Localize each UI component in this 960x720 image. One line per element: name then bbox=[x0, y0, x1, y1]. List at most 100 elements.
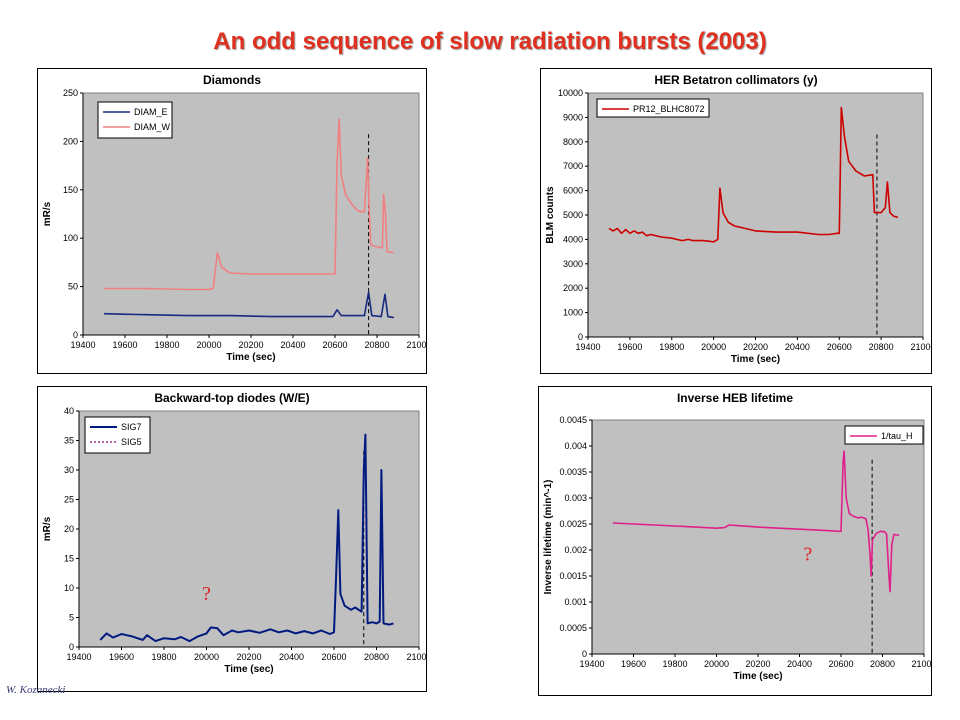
chart-panel-diamonds: Diamonds 0 50 100 150 200 250 19400 19600 19800 20… bbox=[37, 68, 427, 374]
y-tick-label: 2000 bbox=[563, 283, 583, 293]
y-tick-label: 10000 bbox=[558, 88, 583, 98]
chart-her-betatron: HER Betatron collimators (y) 0 1000 2000 300… bbox=[545, 73, 931, 365]
x-tick-label: 20600 bbox=[321, 652, 346, 662]
chart-backward-top: Backward-top diodes (W/E) 0 5 10 15 20 25 30 35 4… bbox=[42, 391, 426, 675]
legend-box bbox=[596, 98, 710, 118]
annotation-question-mark: ? bbox=[202, 583, 211, 605]
legend: PR12_BLHC8072 bbox=[596, 98, 710, 118]
legend-box bbox=[97, 101, 173, 139]
legend-box bbox=[844, 425, 924, 445]
y-axis-label: BLM counts bbox=[545, 186, 556, 244]
y-tick-label: 0.0015 bbox=[559, 571, 587, 581]
x-tick-label: 21000 bbox=[911, 659, 931, 669]
y-tick-label: 0.0035 bbox=[559, 467, 587, 477]
y-axis-label: mR/s bbox=[42, 516, 53, 541]
x-tick-label: 19400 bbox=[66, 652, 91, 662]
y-tick-label: 7000 bbox=[563, 161, 583, 171]
y-tick-label: 50 bbox=[68, 282, 78, 292]
series-line-diam-w bbox=[104, 118, 394, 291]
legend: 1/tau_H bbox=[844, 425, 924, 445]
y-tick-label: 20 bbox=[64, 524, 74, 534]
y-tick-label: 25 bbox=[64, 495, 74, 505]
x-tick-label: 20400 bbox=[787, 659, 812, 669]
x-tick-label: 19400 bbox=[70, 340, 95, 350]
y-tick-label: 4000 bbox=[563, 234, 583, 244]
x-tick-label: 20600 bbox=[322, 340, 347, 350]
x-tick-label: 20600 bbox=[827, 342, 852, 352]
x-tick-label: 20200 bbox=[745, 659, 770, 669]
y-tick-label: 3000 bbox=[563, 259, 583, 269]
x-tick-label: 20000 bbox=[701, 342, 726, 352]
annotation-question-mark: ? bbox=[803, 543, 812, 565]
legend-entry: DIAM_E bbox=[134, 107, 168, 117]
x-tick-label: 20000 bbox=[194, 652, 219, 662]
x-axis-label: Time (sec) bbox=[733, 671, 782, 682]
y-tick-label: 150 bbox=[63, 185, 78, 195]
y-tick-label: 8000 bbox=[563, 137, 583, 147]
chart-title: Backward-top diodes (W/E) bbox=[154, 391, 309, 405]
x-tick-label: 20200 bbox=[743, 342, 768, 352]
y-tick-label: 5000 bbox=[563, 210, 583, 220]
legend: DIAM_E DIAM_W bbox=[97, 101, 173, 139]
x-tick-label: 20400 bbox=[279, 652, 304, 662]
x-tick-label: 20400 bbox=[785, 342, 810, 352]
x-tick-label: 19800 bbox=[151, 652, 176, 662]
x-tick-label: 19800 bbox=[659, 342, 684, 352]
x-tick-label: 21000 bbox=[406, 652, 426, 662]
x-tick-label: 21000 bbox=[406, 340, 426, 350]
x-tick-label: 19800 bbox=[154, 340, 179, 350]
y-tick-label: 200 bbox=[63, 136, 78, 146]
x-tick-label: 21000 bbox=[910, 342, 931, 352]
chart-diamonds: Diamonds 0 50 100 150 200 250 19400 19600 19800 20… bbox=[42, 73, 426, 363]
y-tick-label: 0.002 bbox=[564, 545, 587, 555]
y-tick-label: 0.004 bbox=[564, 441, 587, 451]
y-tick-label: 40 bbox=[64, 406, 74, 416]
y-tick-label: 1000 bbox=[563, 308, 583, 318]
y-tick-label: 0.0045 bbox=[559, 415, 587, 425]
x-tick-label: 19400 bbox=[579, 659, 604, 669]
series-line-diam-e bbox=[103, 291, 394, 319]
y-tick-label: 10 bbox=[64, 583, 74, 593]
author-credit: W. Kozanecki bbox=[6, 684, 66, 696]
y-axis-label: mR/s bbox=[42, 201, 53, 226]
legend: SIG7 SIG5 bbox=[84, 416, 151, 454]
y-tick-label: 0 bbox=[582, 649, 587, 659]
y-tick-label: 0 bbox=[73, 330, 78, 340]
x-tick-label: 20600 bbox=[828, 659, 853, 669]
x-tick-label: 20800 bbox=[870, 659, 895, 669]
y-tick-label: 6000 bbox=[563, 186, 583, 196]
x-tick-label: 19600 bbox=[621, 659, 646, 669]
legend-entry: 1/tau_H bbox=[881, 431, 913, 441]
x-tick-label: 20200 bbox=[238, 340, 263, 350]
chart-panel-her-betatron: HER Betatron collimators (y) 0 1000 2000 300… bbox=[540, 68, 932, 374]
y-tick-label: 0.001 bbox=[564, 597, 587, 607]
x-tick-label: 20000 bbox=[196, 340, 221, 350]
chart-title: HER Betatron collimators (y) bbox=[654, 73, 817, 87]
x-tick-label: 20800 bbox=[364, 652, 389, 662]
y-tick-label: 35 bbox=[64, 436, 74, 446]
y-tick-label: 100 bbox=[63, 233, 78, 243]
chart-panel-inverse-heb: Inverse HEB lifetime 0 0.0005 0.001 0.0015 0.… bbox=[538, 386, 932, 696]
series-line-pr12-blhc8072 bbox=[608, 106, 899, 243]
x-tick-label: 20400 bbox=[280, 340, 305, 350]
y-tick-label: 0.0005 bbox=[559, 623, 587, 633]
x-tick-label: 20200 bbox=[236, 652, 261, 662]
legend-entry: DIAM_W bbox=[134, 122, 171, 132]
x-tick-label: 20800 bbox=[364, 340, 389, 350]
chart-inverse-heb: Inverse HEB lifetime 0 0.0005 0.001 0.0015 0.… bbox=[543, 391, 931, 682]
y-tick-label: 9000 bbox=[563, 112, 583, 122]
chart-title: Diamonds bbox=[203, 73, 261, 87]
series-line-1-tau-h bbox=[612, 450, 900, 593]
legend-box bbox=[84, 416, 151, 454]
y-tick-label: 0 bbox=[69, 642, 74, 652]
chart-title: Inverse HEB lifetime bbox=[677, 391, 793, 405]
x-tick-label: 19600 bbox=[112, 340, 137, 350]
x-axis-label: Time (sec) bbox=[224, 664, 273, 675]
series-line-sig7 bbox=[99, 433, 394, 643]
x-axis-label: Time (sec) bbox=[731, 354, 780, 365]
y-tick-label: 30 bbox=[64, 465, 74, 475]
y-tick-label: 0 bbox=[578, 332, 583, 342]
y-tick-label: 0.003 bbox=[564, 493, 587, 503]
page-title: An odd sequence of slow radiation bursts… bbox=[213, 28, 767, 55]
x-axis-label: Time (sec) bbox=[226, 352, 275, 363]
